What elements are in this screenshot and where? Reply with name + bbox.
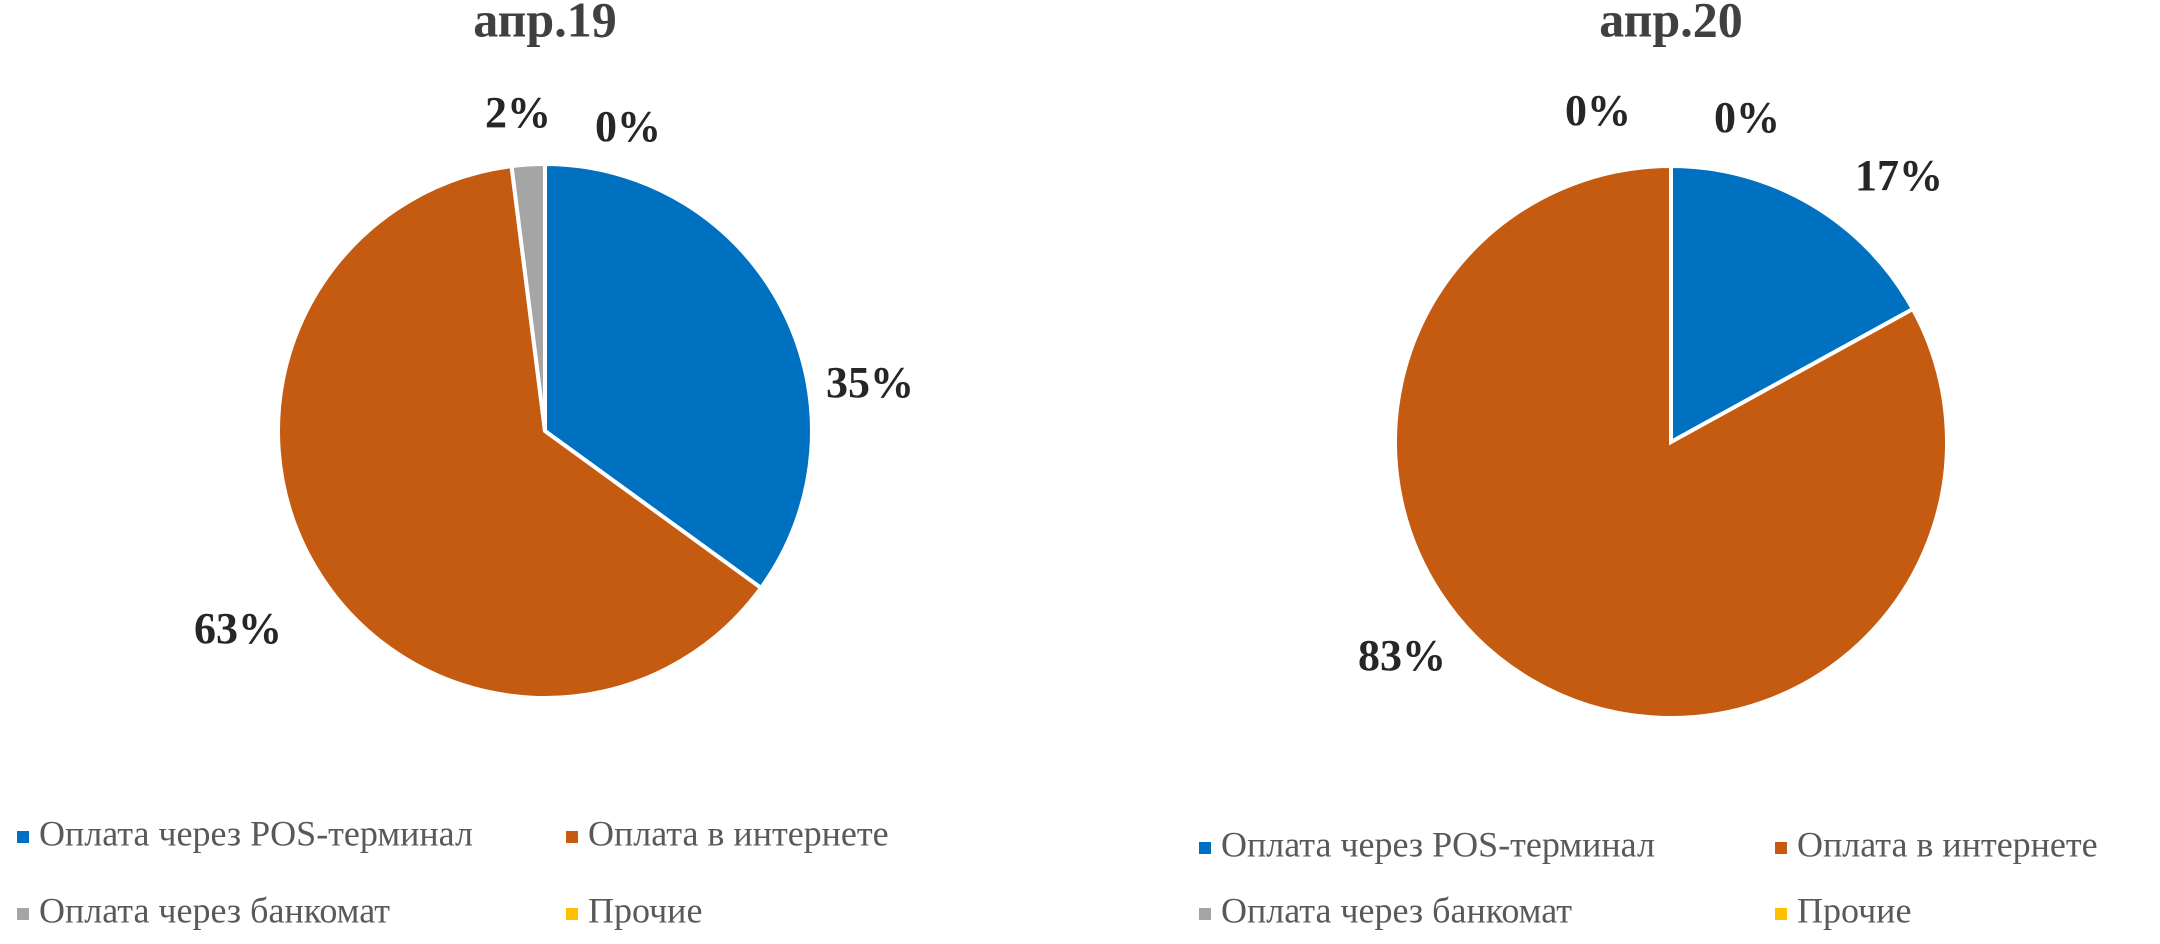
pie-slice (1669, 163, 1916, 446)
legend-marker (1199, 842, 1211, 854)
legend-label: Оплата через POS-терминал (39, 813, 473, 853)
data-label: 0% (1565, 86, 1631, 135)
legend-label: Оплата через POS-терминал (1221, 824, 1655, 864)
chart-title: апр.19 (473, 0, 616, 47)
pie-slice (543, 161, 814, 591)
legend-label: Прочие (1797, 890, 1911, 930)
data-label: 83% (1358, 631, 1446, 680)
chart-title: апр.20 (1599, 0, 1742, 47)
legend-label: Оплата в интернете (588, 813, 889, 853)
legend-label: Прочие (588, 890, 702, 930)
data-label: 63% (194, 604, 282, 653)
legend-marker (1775, 908, 1787, 920)
legend-marker (1775, 842, 1787, 854)
legend-marker (17, 908, 29, 920)
data-label: 17% (1855, 151, 1943, 200)
data-label: 2% (485, 88, 551, 137)
legend-marker (566, 831, 578, 843)
data-label: 35% (826, 358, 914, 407)
legend-marker (566, 908, 578, 920)
pie-slice (1393, 163, 1949, 720)
pie-slice (276, 163, 764, 700)
legend-label: Оплата через банкомат (1221, 890, 1572, 930)
legend-label: Оплата через банкомат (39, 890, 390, 930)
data-label: 0% (1714, 93, 1780, 142)
legend-marker (17, 831, 29, 843)
legend-marker (1199, 908, 1211, 920)
legend-label: Оплата в интернете (1797, 824, 2098, 864)
data-label: 0% (595, 102, 661, 151)
